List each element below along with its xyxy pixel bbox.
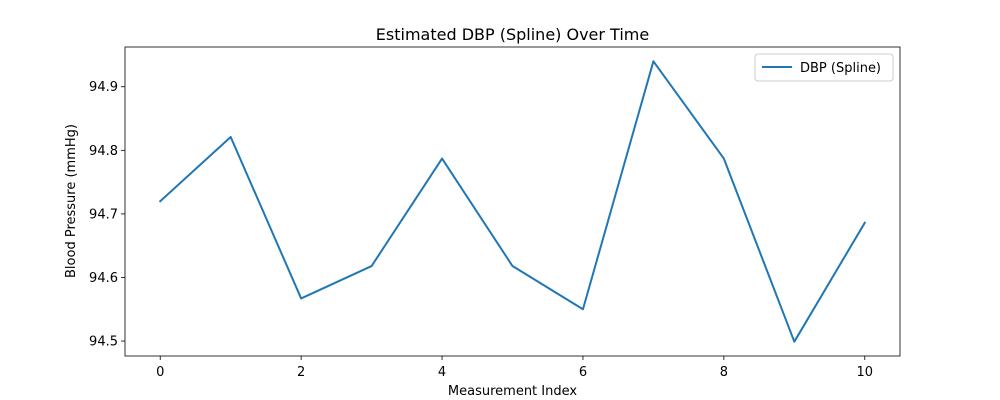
plot-frame [124, 46, 901, 357]
x-axis-label: Measurement Index [448, 384, 577, 399]
x-tick-label: 8 [720, 365, 728, 380]
x-tick-label: 10 [856, 365, 873, 380]
y-tick-label: 94.7 [89, 207, 118, 222]
y-tick-label: 94.5 [89, 335, 118, 350]
legend: DBP (Spline) [754, 53, 894, 82]
chart-title: Estimated DBP (Spline) Over Time [376, 25, 649, 44]
x-tick-label: 0 [156, 365, 164, 380]
x-axis: 0 2 4 6 8 10 [156, 356, 873, 380]
y-axis: 94.5 94.6 94.7 94.8 94.9 [89, 80, 125, 350]
plot-area [125, 47, 900, 356]
y-tick-label: 94.9 [89, 80, 118, 95]
series-line-dbp-spline [158, 60, 867, 343]
y-axis-label: Blood Pressure (mmHg) [64, 124, 79, 278]
x-tick-label: 4 [438, 365, 446, 380]
y-tick-label: 94.6 [89, 271, 118, 286]
y-tick-label: 94.8 [89, 144, 118, 159]
legend-label-dbp-spline: DBP (Spline) [800, 61, 881, 76]
series-layer [158, 60, 867, 343]
x-tick-label: 6 [579, 365, 587, 380]
legend-box [754, 53, 894, 82]
x-tick-label: 2 [297, 365, 305, 380]
